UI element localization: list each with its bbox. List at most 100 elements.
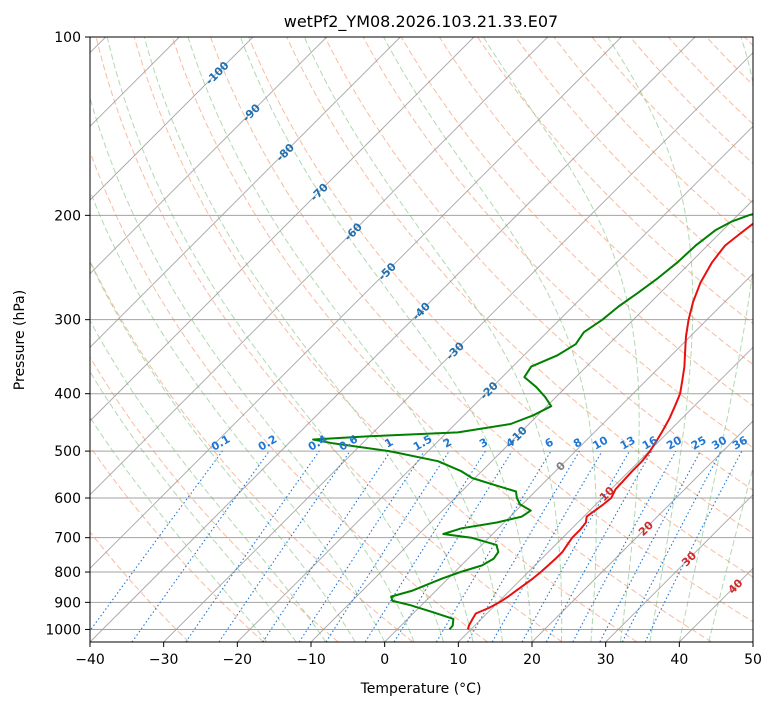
dry-adiabat	[744, 37, 753, 47]
x-tick-label: 10	[449, 652, 467, 668]
moist-adiabat	[90, 416, 268, 642]
mixing-ratio-label: 10	[591, 433, 611, 452]
y-tick-label: 400	[54, 387, 81, 403]
dry-adiabat	[438, 37, 753, 366]
x-tick-label: 20	[523, 652, 541, 668]
y-tick-label: 500	[54, 444, 81, 460]
mixing-ratio-line	[262, 450, 392, 642]
dry-adiabat	[90, 259, 414, 642]
dry-adiabat	[667, 37, 753, 125]
isotherm-label: -80	[274, 141, 297, 164]
mixing-ratio-line	[435, 450, 552, 642]
isotherm-line	[90, 37, 254, 201]
y-tick-label: 1000	[45, 622, 81, 638]
mixing-ratio-line	[572, 450, 677, 642]
mixing-ratio-label: 25	[689, 434, 709, 453]
dry-adiabat	[90, 356, 339, 642]
mixing-ratio-label: 3	[477, 436, 490, 451]
dry-adiabat	[90, 150, 488, 642]
mixing-ratio-label: 0.4	[306, 432, 330, 453]
moist-adiabat	[106, 37, 445, 642]
isotherm-label: -90	[240, 101, 263, 124]
y-tick-label: 800	[54, 565, 81, 581]
mixing-ratio-line	[185, 450, 320, 642]
isotherm-line	[310, 199, 753, 642]
x-tick-label: 0	[380, 652, 389, 668]
mixing-ratio-label: 6	[543, 435, 556, 450]
isotherm-line	[90, 37, 401, 349]
moist-adiabat	[187, 37, 503, 642]
dry-adiabat	[90, 531, 190, 642]
mixing-ratio-line	[393, 450, 513, 642]
dry-adiabat	[477, 37, 753, 325]
y-tick-label: 600	[54, 491, 81, 507]
mixing-ratio-label: 16	[640, 433, 660, 452]
mixing-ratio-line	[90, 450, 223, 632]
y-axis-label: Pressure (hPa)	[12, 290, 28, 390]
mixing-ratio-line	[131, 450, 270, 642]
isotherm-line	[90, 37, 328, 275]
mixing-ratio-line	[521, 450, 630, 642]
dry-adiabat	[133, 37, 638, 642]
moist-adiabat	[90, 189, 386, 642]
x-axis-label: Temperature (°C)	[360, 681, 482, 697]
y-tick-label: 100	[54, 30, 81, 46]
dry-adiabat	[90, 445, 264, 642]
moist-adiabat	[143, 37, 474, 642]
mixing-ratio-line	[467, 450, 580, 642]
dry-adiabat	[324, 37, 753, 491]
mixing-ratio-line	[325, 450, 450, 642]
moist-adiabat	[90, 370, 297, 642]
x-tick-label: −30	[149, 652, 179, 668]
mixing-ratio-line	[218, 450, 351, 642]
dewpoint-line	[312, 212, 753, 631]
x-tick-label: 50	[744, 652, 762, 668]
mixing-ratio-label: 0.6	[337, 432, 361, 453]
y-tick-label: 300	[54, 313, 81, 329]
x-tick-label: −10	[296, 652, 326, 668]
mixing-ratio-label: 30	[709, 433, 729, 452]
isotherm-label: -100	[203, 59, 232, 88]
isotherm-line	[236, 125, 753, 642]
moist-adiabat	[482, 37, 640, 642]
isotherm-line	[752, 641, 753, 642]
dry-adiabat	[248, 37, 753, 578]
isotherm-line	[605, 493, 753, 642]
mixing-ratio-line	[298, 450, 425, 642]
chart-title: wetPf2_YM08.2026.103.21.33.E07	[284, 12, 558, 32]
x-tick-label: 40	[670, 652, 688, 668]
y-tick-label: 900	[54, 595, 81, 611]
isotherm-line	[678, 567, 753, 642]
plot-frame	[89, 36, 754, 643]
isotherm-line	[163, 51, 753, 642]
moist-adiabat	[303, 37, 563, 642]
mixing-ratio-label: 0.2	[256, 433, 279, 454]
y-tick-label: 700	[54, 531, 81, 547]
dry-adiabat	[286, 37, 753, 534]
mixing-ratio-label: 36	[730, 433, 750, 452]
moist-adiabat	[383, 37, 597, 642]
mixing-ratio-label: 0.1	[209, 433, 232, 454]
mixing-ratio-label: 13	[618, 434, 638, 453]
isotherm-line	[90, 37, 696, 642]
y-tick-label: 200	[54, 208, 81, 224]
dry-adiabat	[591, 37, 753, 204]
temperature-line	[466, 222, 753, 630]
mixing-ratio-label: 1	[382, 436, 395, 451]
moist-adiabat	[239, 37, 533, 642]
isotherm-line	[90, 37, 622, 570]
x-tick-label: −20	[223, 652, 253, 668]
dry-adiabat	[705, 37, 753, 86]
moist-adiabat	[90, 260, 356, 642]
moist-adiabat	[678, 37, 753, 642]
dry-adiabat	[770, 24, 775, 642]
isotherm-line	[90, 37, 475, 422]
x-tick-label: 30	[597, 652, 615, 668]
isotherm-line	[90, 37, 549, 496]
dry-adiabat	[362, 37, 753, 449]
mixing-ratio-label: 1.5	[411, 433, 434, 454]
isotherm-line	[457, 346, 753, 642]
isotherm-line	[531, 420, 753, 642]
mixing-ratio-line	[644, 450, 743, 642]
